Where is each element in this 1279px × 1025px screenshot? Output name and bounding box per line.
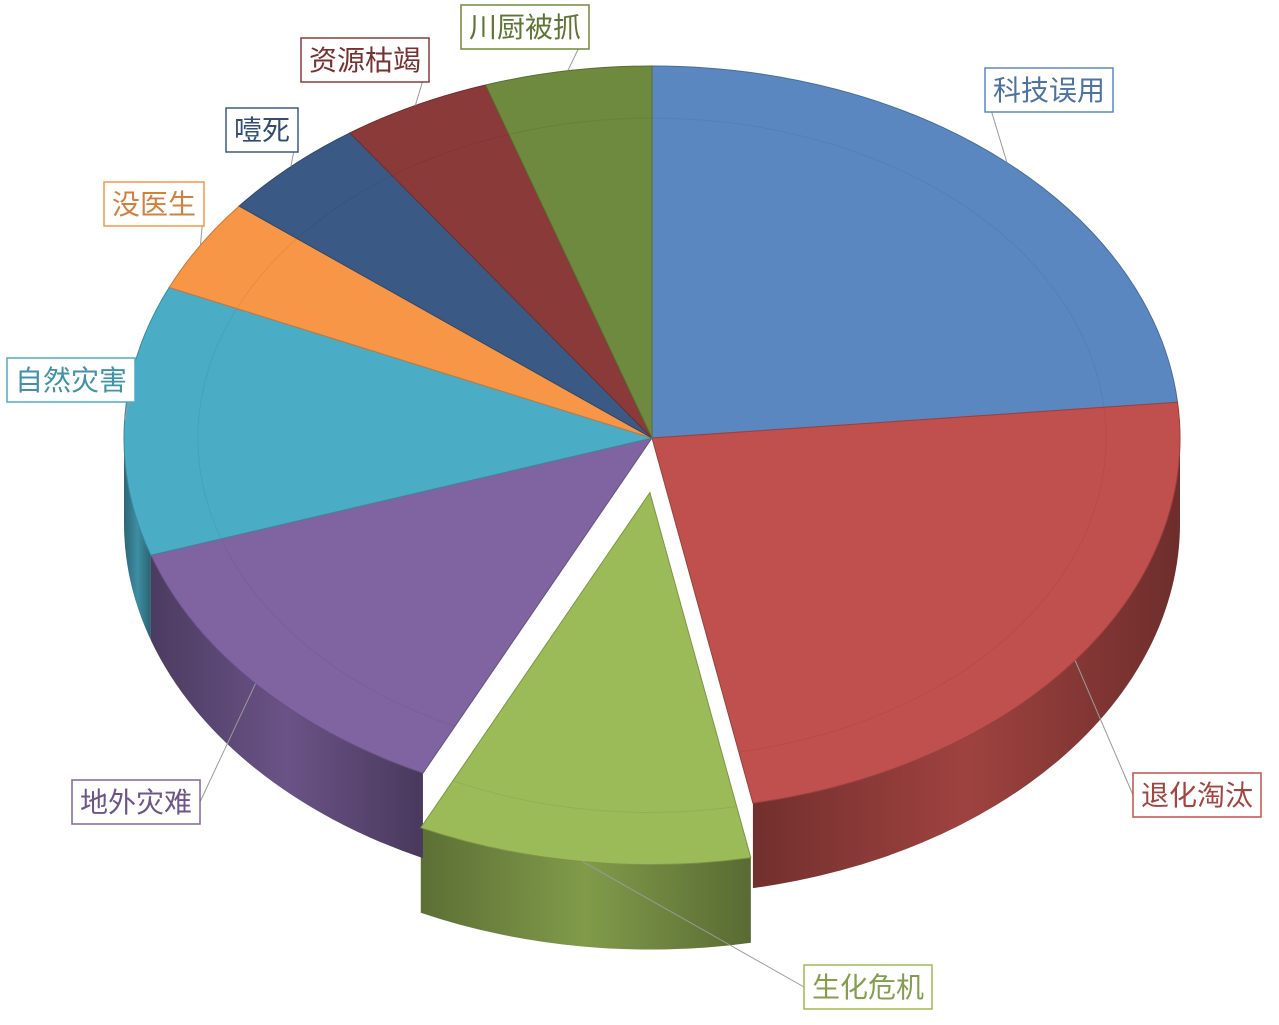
pie-slice-bevel-6 [296, 175, 393, 239]
slice-label-7: 资源枯竭 [300, 37, 430, 106]
leader-line-1 [1074, 660, 1134, 796]
label-box-4 [6, 357, 136, 403]
pie-slice-3 [150, 437, 654, 774]
pie-side-shade-4 [124, 438, 151, 641]
label-box-1 [1132, 772, 1262, 818]
slice-label-5: 没医生 [103, 181, 205, 246]
pie-side-shade-2 [420, 827, 751, 950]
pie-slice-bevel-1 [738, 407, 1107, 753]
label-box-7 [300, 37, 430, 83]
pie-slice-bevel-3 [220, 538, 456, 727]
label-text-1: 退化淘汰 [1141, 779, 1253, 812]
slice-label-4: 自然灾害 [6, 357, 136, 421]
label-text-4: 自然灾害 [15, 364, 127, 397]
slice-label-0: 科技误用 [984, 67, 1114, 163]
pie-tops [123, 65, 1181, 866]
label-text-6: 噎死 [234, 114, 290, 147]
pie-slice-1 [651, 401, 1181, 804]
label-box-8 [460, 4, 590, 50]
label-text-2: 生化危机 [812, 971, 924, 1004]
pie-slice-bevel-4 [197, 308, 238, 540]
label-text-7: 资源枯竭 [309, 44, 421, 77]
pie-slice-bevel-2 [452, 780, 737, 813]
label-text-3: 地外灾难 [80, 786, 192, 819]
pie-side-shade-3 [150, 555, 423, 859]
label-text-5: 没医生 [112, 188, 196, 221]
label-box-0 [984, 67, 1114, 113]
pie-slice-0 [651, 65, 1179, 439]
pie-slice-8 [484, 65, 653, 439]
pie-slice-2 [420, 491, 752, 866]
label-text-8: 川厨被抓 [469, 11, 581, 44]
leader-line-2 [582, 861, 805, 988]
leader-line-3 [199, 683, 256, 803]
pie-slice-bevel-5 [236, 238, 298, 309]
slice-label-6: 噎死 [225, 107, 299, 167]
slice-label-2: 生化危机 [582, 861, 933, 1010]
pie-slice-bevel-0 [651, 117, 1105, 408]
pie-slice-bevel-7 [391, 133, 510, 177]
slice-label-1: 退化淘汰 [1074, 660, 1262, 818]
slice-label-3: 地外灾难 [71, 683, 256, 825]
pie-side-shade-1 [752, 438, 1180, 889]
label-box-3 [71, 779, 201, 825]
label-box-2 [803, 964, 933, 1010]
label-text-0: 科技误用 [993, 74, 1105, 107]
label-box-5 [103, 181, 205, 227]
pie-slice-bevel-8 [508, 117, 653, 135]
label-box-6 [225, 107, 299, 153]
pie-sides [124, 438, 1180, 950]
slice-label-8: 川厨被抓 [460, 4, 590, 71]
